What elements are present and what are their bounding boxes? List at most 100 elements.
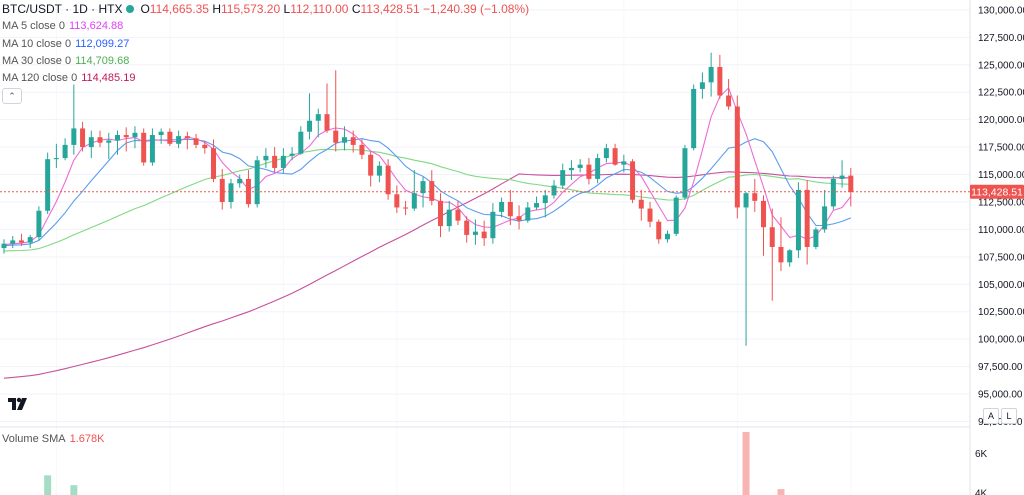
candle: [176, 130, 182, 149]
candle: [848, 167, 854, 207]
candle: [298, 126, 304, 155]
candle: [638, 189, 644, 221]
candle: [464, 216, 470, 243]
candle: [114, 130, 120, 155]
candle: [167, 128, 173, 146]
candle: [184, 131, 190, 150]
candle: [18, 233, 24, 246]
auto-scale-button[interactable]: A: [983, 408, 999, 424]
candle-body: [595, 158, 601, 179]
indicator-ma30[interactable]: MA 30 close 0 114,709.68: [2, 55, 129, 67]
candle-body: [472, 231, 478, 235]
candle-body: [403, 207, 409, 209]
log-scale-button[interactable]: L: [1001, 408, 1017, 424]
candle-body: [542, 195, 548, 204]
price-tick-label: 95,000.00: [978, 390, 1023, 401]
candle-body: [219, 178, 225, 202]
candle-body: [272, 155, 278, 168]
candle: [97, 130, 103, 148]
candle: [385, 159, 391, 200]
candle: [621, 154, 627, 173]
candle: [289, 147, 295, 161]
candle-body: [586, 164, 592, 179]
candle: [307, 93, 313, 140]
candle: [237, 174, 243, 188]
ohlc-legend: BTC/USDT · 1D · HTX O114,665.35 H115,573.…: [2, 2, 529, 16]
candle-body: [202, 144, 208, 149]
candle: [612, 143, 618, 166]
price-tick-label: 130,000.00: [978, 5, 1024, 16]
candle: [822, 189, 828, 233]
candle-body: [237, 178, 243, 184]
indicator-ma5[interactable]: MA 5 close 0 113,624.88: [2, 20, 123, 32]
candle-body: [603, 148, 609, 159]
volume-bar: [777, 489, 785, 495]
candle-body: [341, 137, 347, 143]
tradingview-logo-icon[interactable]: [6, 395, 28, 415]
candle: [551, 180, 557, 199]
candle-body: [761, 200, 767, 228]
close-value: 113,428.51: [360, 2, 420, 16]
candle: [761, 195, 767, 256]
candle-body: [481, 231, 487, 239]
candle: [106, 132, 112, 160]
candle-body: [813, 229, 819, 247]
candle-body: [734, 106, 740, 208]
candle-body: [577, 164, 583, 168]
open-value: 114,665.35: [149, 2, 209, 16]
candle-body: [664, 233, 670, 240]
candle-body: [769, 227, 775, 247]
candle-body: [359, 144, 365, 155]
candle: [525, 201, 531, 223]
candle: [88, 130, 94, 159]
candle: [123, 127, 129, 152]
symbol-label[interactable]: BTC/USDT · 1D · HTX: [2, 2, 123, 16]
candle: [752, 178, 758, 212]
candle: [429, 170, 435, 206]
candle: [769, 208, 775, 301]
candle-body: [123, 135, 129, 138]
indicator-value: 114,485.19: [81, 72, 136, 84]
price-tick-label: 110,000.00: [978, 225, 1024, 236]
candle: [656, 219, 662, 244]
candle: [438, 193, 443, 238]
collapse-legend-button[interactable]: ⌃: [2, 88, 22, 104]
indicator-label: MA 5 close 0: [2, 20, 65, 32]
candle-body: [106, 140, 112, 143]
price-tick-label: 120,000.00: [978, 115, 1024, 126]
candle-body: [298, 131, 304, 154]
price-tick-label: 125,000.00: [978, 60, 1024, 71]
candle-body: [376, 165, 382, 176]
candle: [647, 201, 653, 228]
candle: [403, 200, 409, 216]
candle-body: [184, 136, 190, 139]
indicator-ma10[interactable]: MA 10 close 0 112,099.27: [2, 38, 129, 50]
price-axis: 130,000.00 127,500.00 125,000.00 122,500.00…: [978, 5, 1024, 428]
candle: [10, 236, 16, 249]
candle-body: [411, 193, 417, 209]
candle: [534, 196, 540, 210]
candle: [595, 153, 601, 184]
candle: [560, 163, 566, 189]
price-tick-label: 112,500.00: [978, 197, 1024, 208]
candle: [263, 148, 269, 168]
candle: [516, 205, 522, 230]
volume-legend[interactable]: Volume SMA 1.678K: [2, 433, 104, 445]
candle-body: [158, 131, 164, 136]
last-price-tag: 113,428.51: [970, 184, 1024, 199]
candle-body: [141, 132, 147, 163]
candle: [193, 133, 199, 149]
candle-body: [289, 153, 295, 156]
volume-axis: 6K 4K: [975, 449, 988, 495]
indicator-ma120[interactable]: MA 120 close 0 114,485.19: [2, 72, 135, 84]
indicator-value: 114,709.68: [75, 55, 130, 67]
candle: [350, 130, 356, 153]
candle-body: [787, 250, 793, 263]
candle: [158, 128, 164, 144]
candle-body: [752, 193, 758, 201]
ma30-line: [3, 148, 851, 252]
candle-body: [691, 88, 697, 149]
price-tick-label: 107,500.00: [978, 252, 1024, 263]
candle-body: [656, 221, 662, 240]
